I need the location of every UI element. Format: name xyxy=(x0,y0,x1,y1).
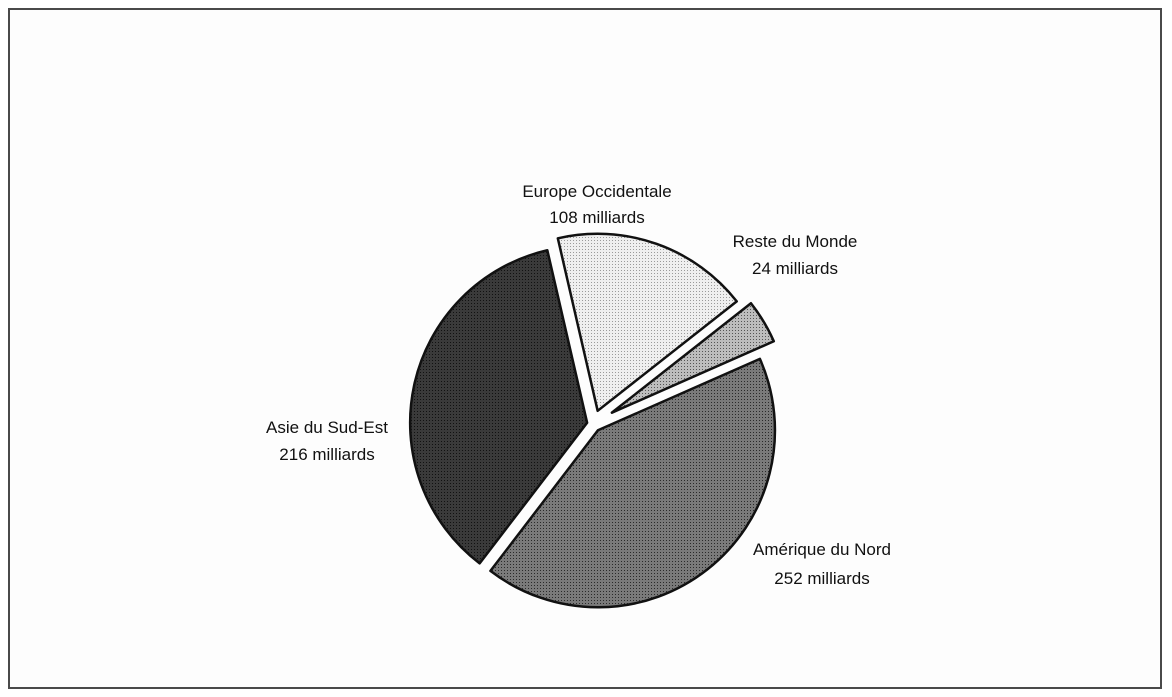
pie-slice-asie-du-sud-est xyxy=(408,249,589,565)
pie-slice-amerique-du-nord xyxy=(489,357,777,609)
slice-value-amerique-du-nord: 252 milliards xyxy=(774,569,869,588)
pie-slice-reste-du-monde xyxy=(610,301,776,414)
slice-label-amerique-du-nord: Amérique du Nord xyxy=(753,540,891,559)
slice-label-reste-du-monde: Reste du Monde xyxy=(733,232,858,251)
slice-value-europe-occidentale: 108 milliards xyxy=(549,208,644,227)
slice-value-reste-du-monde: 24 milliards xyxy=(752,259,838,278)
slice-label-asie-du-sud-est: Asie du Sud-Est xyxy=(266,418,388,437)
pie-slices xyxy=(408,232,777,609)
slice-label-europe-occidentale: Europe Occidentale xyxy=(522,182,671,201)
pie-labels: Europe Occidentale 108 milliards Reste d… xyxy=(266,182,891,588)
slice-value-asie-du-sud-est: 216 milliards xyxy=(279,445,374,464)
pie-slice-europe-occidentale xyxy=(556,232,738,413)
